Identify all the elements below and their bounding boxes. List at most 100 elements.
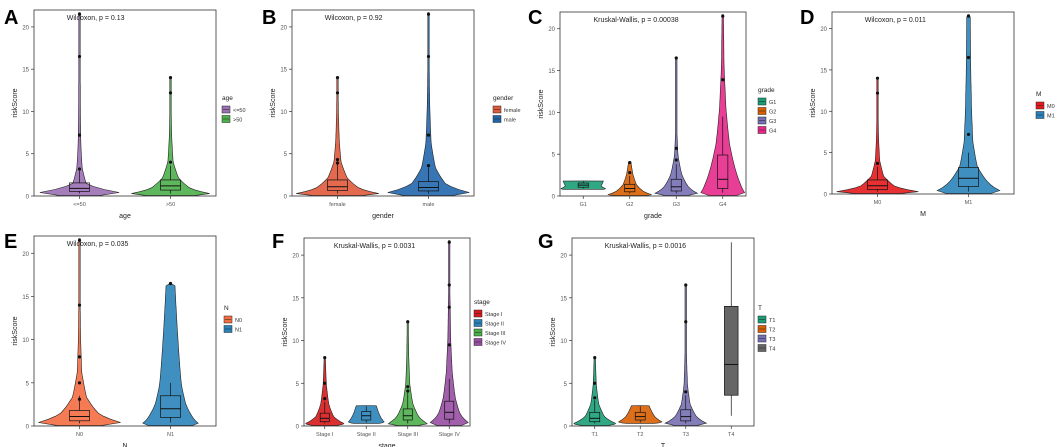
series->50: >50 — [131, 76, 210, 208]
series-Stage II: Stage II — [347, 405, 385, 438]
box-iqr — [402, 408, 413, 421]
y-tick-label: 15 — [280, 68, 287, 74]
x-tick-label: male — [423, 202, 435, 208]
series-T4: T4 — [724, 242, 739, 438]
panel-G: G 0 5 10 15 20 riskScore Kruskal-Wallis, p = 0.… — [538, 231, 775, 447]
x-axis-label: M — [920, 211, 926, 218]
outlier-point — [335, 161, 340, 165]
outlier-point — [684, 283, 688, 287]
violin-shape — [936, 14, 1001, 194]
violin-shape — [38, 238, 121, 427]
legend-label: G1 — [769, 100, 776, 106]
series-<=50: <=50 — [39, 12, 120, 208]
legend-label: T3 — [769, 337, 775, 343]
x-tick-label: M1 — [965, 200, 973, 206]
stat-annotation: Wilcoxon, p = 0.035 — [67, 241, 129, 248]
outlier-point — [168, 76, 173, 80]
x-axis-label: N — [122, 443, 127, 447]
stat-annotation: Kruskal-Wallis, p = 0.0016 — [605, 243, 686, 250]
outlier-point — [426, 163, 431, 168]
y-tick-label: 5 — [552, 153, 556, 159]
legend-title: age — [222, 95, 233, 102]
outlier-point — [426, 133, 431, 137]
y-tick-label: 15 — [22, 68, 29, 74]
box-iqr — [589, 411, 601, 423]
legend-label: Stage II — [485, 322, 504, 328]
outlier-point — [323, 356, 327, 360]
legend-label: G2 — [769, 110, 776, 116]
y-tick-label: 10 — [22, 338, 29, 344]
series-N1: N1 — [142, 281, 199, 438]
legend: N N0 N1 — [223, 305, 242, 334]
y-tick-label: 0 — [824, 193, 828, 199]
box-iqr — [319, 412, 330, 423]
y-tick-label: 15 — [820, 68, 827, 74]
y-axis-label: riskScore — [270, 88, 277, 117]
y-axis-label: riskScore — [550, 317, 557, 346]
legend-title: T — [758, 305, 762, 312]
outlier-point — [628, 160, 632, 165]
legend-label: >50 — [233, 118, 242, 124]
legend: T T1 T2 T3 T4 — [757, 305, 775, 353]
x-tick-label: N0 — [76, 432, 83, 438]
legend-title: grade — [758, 87, 775, 94]
y-tick-label: 20 — [560, 254, 567, 260]
box-iqr — [444, 400, 455, 420]
violin-shape — [387, 12, 470, 197]
outlier-point — [447, 343, 451, 347]
panel-A: A 0 5 10 15 20 riskScore Wilcoxon, p = 0.13 <=50… — [4, 7, 246, 220]
stat-annotation: Wilcoxon, p = 0.92 — [325, 15, 383, 22]
y-tick-label: 0 — [26, 425, 30, 431]
outlier-point — [426, 12, 431, 16]
plot-frame — [33, 9, 217, 197]
box-iqr — [327, 179, 348, 191]
outlier-point — [77, 355, 82, 359]
legend-label: Stage IV — [485, 341, 506, 347]
x-tick-label: T4 — [728, 432, 734, 438]
y-axis-label: riskScore — [282, 317, 289, 346]
y-tick-label: 5 — [824, 151, 828, 157]
x-tick-label: Stage IV — [439, 432, 460, 438]
y-axis-label: riskScore — [12, 316, 19, 345]
x-tick-label: N1 — [167, 432, 174, 438]
outlier-point — [323, 397, 327, 401]
series-M1: M1 — [936, 14, 1001, 206]
box-iqr — [160, 395, 181, 418]
x-axis-label: grade — [644, 213, 662, 220]
violin-shape — [618, 405, 663, 424]
outlier-point — [593, 356, 597, 360]
box-iqr — [724, 306, 739, 396]
outlier-point — [77, 381, 82, 385]
outlier-point — [77, 238, 82, 242]
box-iqr — [69, 182, 90, 192]
y-tick-label: 5 — [564, 382, 568, 388]
series-G1: G1 — [560, 180, 607, 208]
y-tick-label: 10 — [280, 110, 287, 116]
y-tick-label: 5 — [296, 382, 300, 388]
y-tick-label: 15 — [560, 296, 567, 302]
x-tick-label: >50 — [166, 202, 175, 208]
outlier-point — [406, 320, 410, 324]
x-tick-label: G3 — [673, 202, 680, 208]
x-tick-label: <=50 — [73, 202, 86, 208]
legend-label: G4 — [769, 129, 776, 135]
y-tick-label: 20 — [820, 27, 827, 33]
x-tick-label: T3 — [683, 432, 689, 438]
legend-title: gender — [493, 95, 514, 102]
x-axis-label: gender — [372, 213, 394, 220]
y-axis-label: riskScore — [538, 89, 545, 118]
y-tick-label: 10 — [560, 339, 567, 345]
legend: gender female male — [492, 95, 521, 124]
outlier-point — [721, 14, 725, 18]
outlier-point — [168, 91, 173, 95]
y-tick-label: 5 — [26, 152, 30, 158]
legend-label: M0 — [1047, 104, 1055, 110]
plot-frame — [831, 11, 1015, 195]
x-tick-label: Stage II — [357, 432, 376, 438]
y-tick-label: 0 — [284, 195, 288, 201]
box-iqr — [680, 409, 692, 422]
series-M0: M0 — [836, 76, 919, 206]
y-tick-label: 5 — [26, 381, 30, 387]
outlier-point — [966, 132, 971, 137]
legend-title: stage — [474, 299, 490, 306]
